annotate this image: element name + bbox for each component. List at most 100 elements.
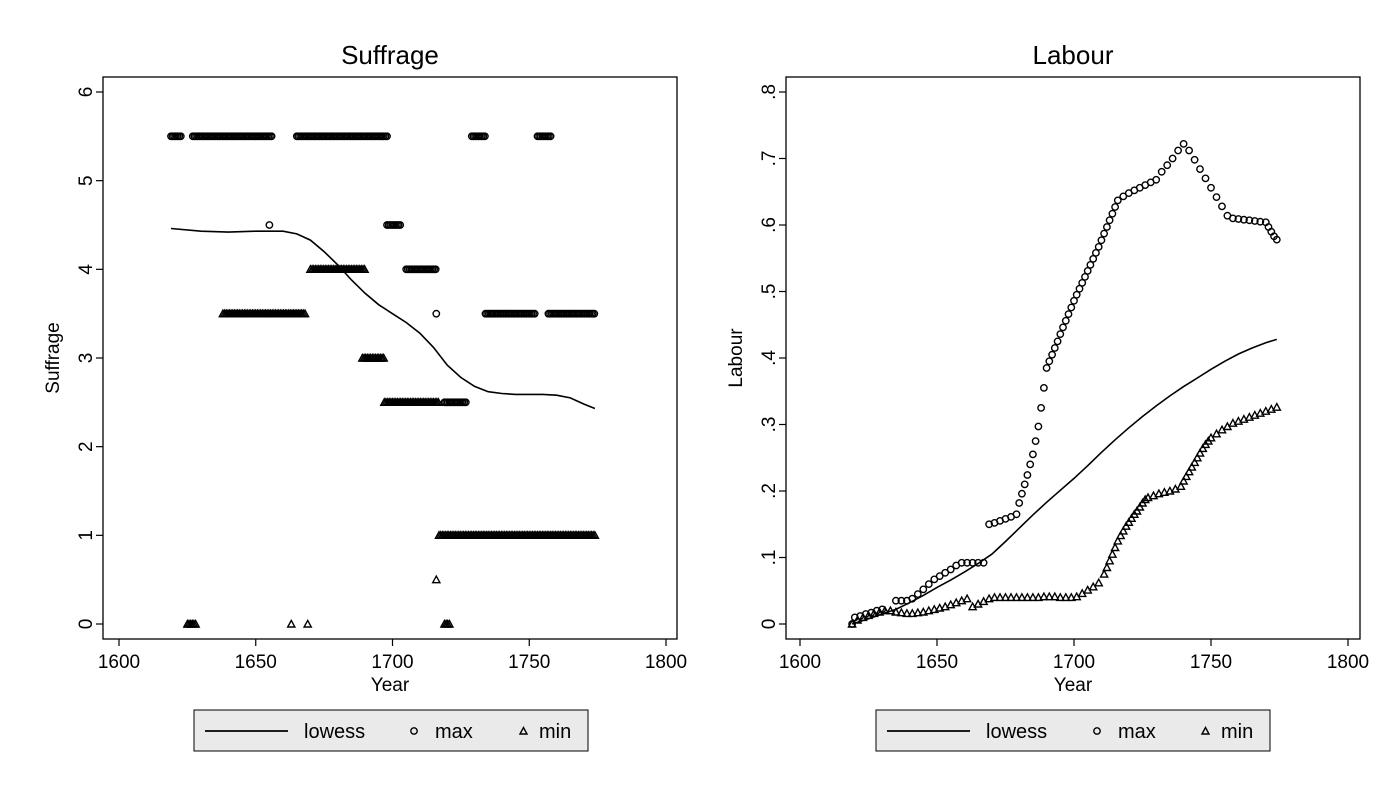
max-point: [1111, 203, 1120, 211]
min-point: [858, 612, 868, 622]
max-point: [1179, 139, 1188, 148]
max-point: [985, 520, 993, 529]
max-point: [897, 596, 906, 605]
min-point: [1061, 592, 1071, 602]
max-point: [1056, 330, 1065, 338]
max-point: [461, 398, 470, 407]
chart-title: Suffrage: [341, 40, 439, 70]
min-point: [1255, 408, 1266, 417]
legend-label-min: min: [539, 721, 571, 743]
max-point: [1015, 499, 1024, 507]
max-point: [546, 132, 555, 141]
max-point: [1050, 344, 1059, 352]
min-point: [286, 618, 297, 628]
x-tick-label: 1700: [1053, 652, 1095, 673]
max-point: [979, 558, 988, 567]
labour-panel: Labour 0 .1 .2 .3 .4 .5 .6 .7 .8 1600 1650 1700 175…: [726, 40, 1369, 752]
legend-triangle-swatch: [1200, 726, 1211, 735]
min-point: [1044, 591, 1055, 601]
max-point: [396, 221, 405, 229]
max-point: [1061, 316, 1070, 325]
max-point: [383, 132, 391, 141]
max-point: [1034, 422, 1043, 431]
legend-label-lowess: lowess: [986, 721, 1047, 743]
legend: lowess max min: [875, 709, 1271, 752]
min-point: [918, 606, 929, 616]
x-tick-label: 1700: [371, 652, 413, 673]
min-point: [874, 606, 885, 616]
max-point: [1103, 223, 1111, 231]
max-point: [1185, 146, 1194, 155]
max-point: [1059, 323, 1067, 332]
max-point: [1113, 196, 1122, 205]
y-tick-label: .3: [759, 417, 780, 433]
x-tick-label: 1800: [1327, 652, 1369, 673]
max-point: [1053, 337, 1062, 346]
y-tick-label: 6: [76, 87, 97, 98]
max-point: [1067, 303, 1076, 312]
min-point: [896, 607, 907, 617]
y-tick-label: 0: [759, 619, 780, 630]
max-point: [1119, 192, 1128, 201]
min-point: [1272, 402, 1282, 411]
min-point: [302, 618, 313, 628]
min-point: [885, 605, 896, 615]
min-point: [431, 574, 442, 584]
max-point: [1174, 146, 1183, 155]
min-point: [1115, 530, 1126, 540]
min-point: [1176, 481, 1186, 490]
min-point: [1165, 485, 1175, 495]
max-point: [1240, 215, 1248, 224]
legend-label-lowess: lowess: [304, 721, 365, 743]
max-point: [1020, 480, 1029, 489]
legend-circle-swatch: [1093, 727, 1101, 735]
max-point: [1072, 290, 1081, 299]
y-tick-label: .6: [759, 217, 780, 233]
min-point: [945, 599, 956, 609]
min-point: [1022, 592, 1033, 602]
max-point: [1245, 216, 1254, 225]
min-point: [590, 530, 600, 539]
max-point: [941, 568, 950, 577]
min-point: [1159, 487, 1170, 496]
max-point: [1250, 217, 1259, 225]
y-tick-label: .5: [759, 284, 780, 300]
max-point: [1100, 229, 1109, 238]
min-point: [1066, 592, 1077, 602]
y-tick-label: .8: [759, 84, 780, 100]
max-point: [1190, 155, 1199, 164]
min-point: [1261, 406, 1271, 415]
max-point: [480, 132, 489, 141]
max-point: [1018, 489, 1026, 498]
max-point: [1026, 460, 1035, 469]
max-point: [1218, 202, 1226, 211]
max-point: [957, 558, 966, 567]
min-point: [1143, 492, 1153, 502]
max-point: [1097, 236, 1106, 245]
min-point: [929, 604, 940, 614]
max-point: [1157, 167, 1166, 176]
min-point: [891, 606, 901, 616]
min-point: [1055, 592, 1066, 602]
chart-title: Labour: [1033, 40, 1114, 70]
min-point: [1102, 562, 1112, 572]
plot-area: [785, 76, 1361, 640]
max-point: [963, 558, 971, 567]
min-point: [951, 597, 961, 607]
x-tick-label: 1750: [1190, 652, 1232, 673]
y-tick-label: .4: [759, 350, 780, 366]
min-point: [300, 308, 310, 318]
min-point: [433, 397, 444, 406]
max-point: [1029, 450, 1037, 459]
max-point: [1092, 248, 1100, 257]
min-point: [359, 264, 370, 273]
max-point: [930, 575, 939, 584]
y-tick-label: .7: [759, 151, 780, 167]
max-point: [1042, 364, 1051, 372]
legend-triangle-swatch: [518, 726, 529, 735]
max-point: [946, 565, 955, 574]
min-point: [444, 618, 455, 628]
max-point: [1040, 383, 1048, 392]
max-point: [1105, 216, 1114, 225]
max-point: [1045, 357, 1054, 366]
